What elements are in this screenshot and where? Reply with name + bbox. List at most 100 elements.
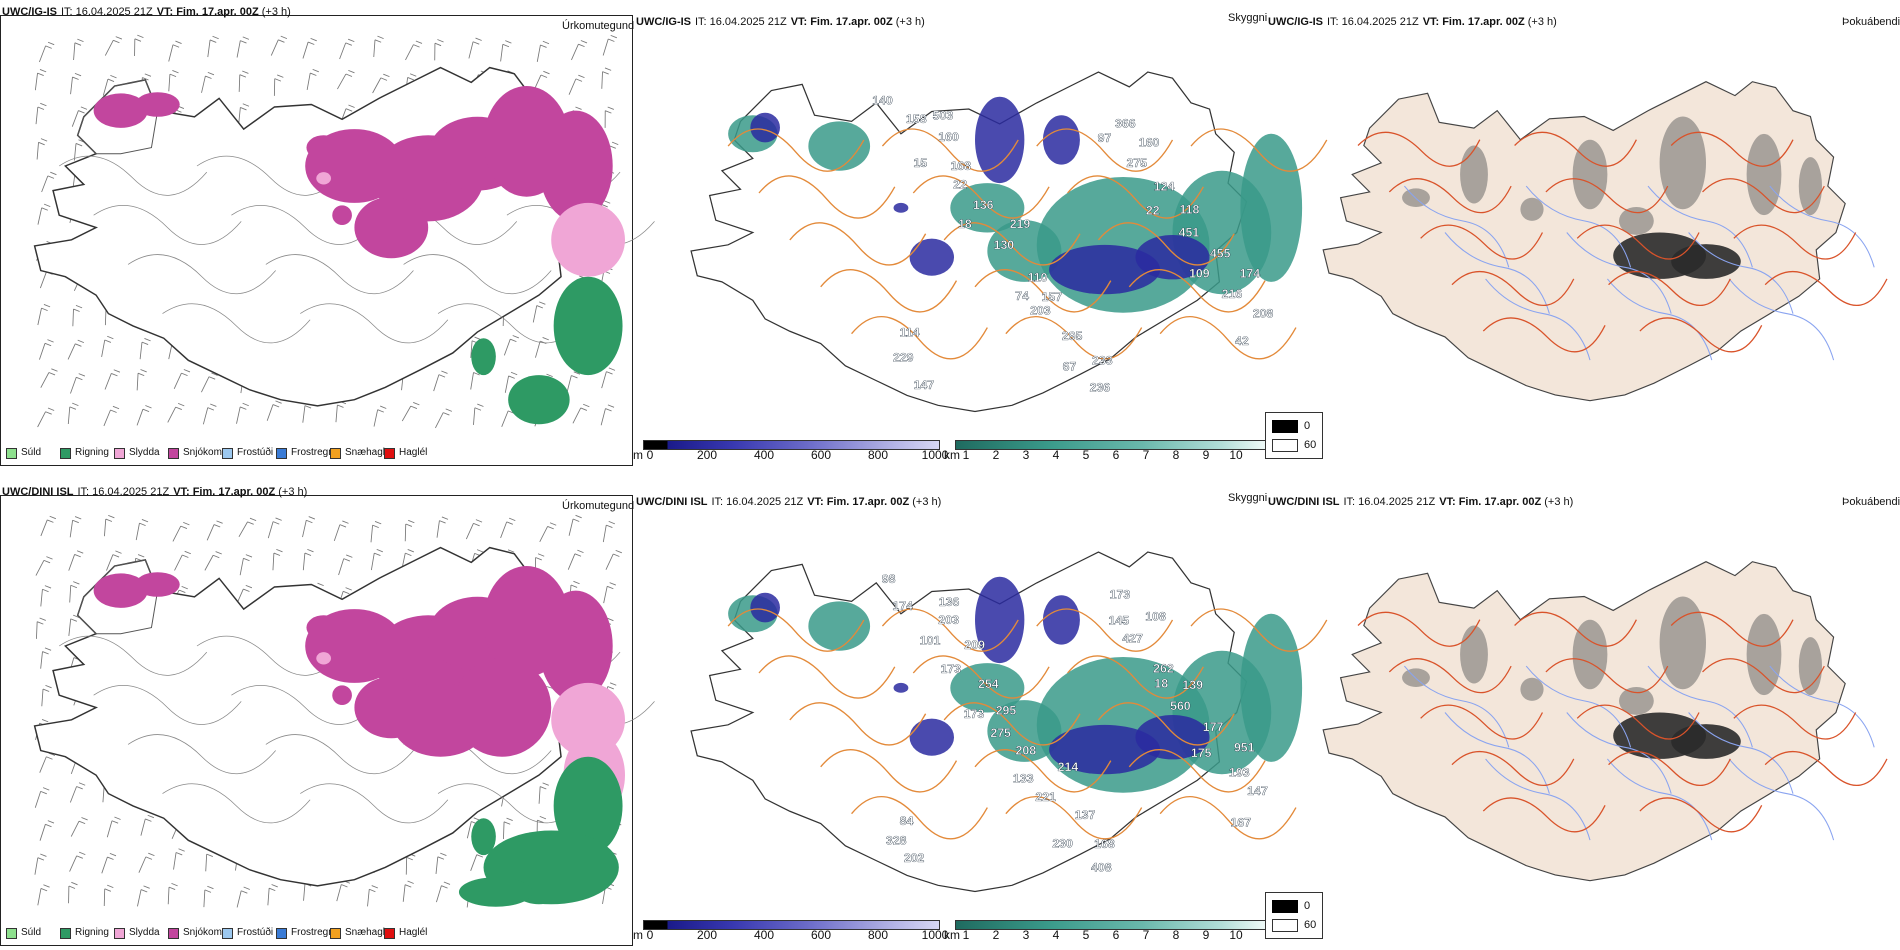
wind-barb xyxy=(37,407,55,428)
sleet-area xyxy=(316,172,332,185)
contour-line xyxy=(300,783,449,824)
ceiling-value-label: 145 xyxy=(1109,613,1130,627)
precip-panel-title: UWC/DINI ISL IT: 16.04.2025 21Z VT: Fim. 17.… xyxy=(2,486,307,498)
ceiling-panel-label: Skyggni xyxy=(1228,492,1268,504)
visibility-tick: 5 xyxy=(1082,928,1090,942)
road-line xyxy=(820,749,958,793)
fog-map xyxy=(1322,81,1888,402)
river-line xyxy=(1566,232,1672,314)
road-line xyxy=(943,222,1081,266)
model-name: UWC/DINI ISL xyxy=(2,486,74,498)
ceiling-value-label: 951 xyxy=(1234,741,1255,755)
fog-panel-label: Þokuábendi xyxy=(1842,496,1900,508)
legend-swatch xyxy=(330,448,341,459)
legend-label: Snæhagl xyxy=(345,927,386,938)
wind-barb xyxy=(402,880,414,902)
ceiling-value-label: 109 xyxy=(1189,266,1210,280)
road-line xyxy=(758,655,896,699)
visibility-tick: 8 xyxy=(1172,448,1180,462)
ceiling-value-label: 216 xyxy=(1222,287,1243,301)
legend-swatch xyxy=(60,448,71,459)
wind-barb xyxy=(167,882,178,905)
wind-barb xyxy=(203,885,214,908)
road-line xyxy=(1608,751,1731,786)
wind-barb xyxy=(236,402,249,424)
river-line xyxy=(1606,278,1713,361)
fog-shading xyxy=(1402,188,1430,207)
wind-barb xyxy=(69,851,86,872)
ceiling-value-label: 42 xyxy=(1235,334,1249,348)
wind-barb xyxy=(40,515,57,537)
wind-barb xyxy=(34,853,47,875)
road-line xyxy=(727,128,865,172)
wind-barb xyxy=(106,816,121,838)
wind-barb xyxy=(204,551,222,571)
low-ceiling-area xyxy=(975,96,1025,184)
ceiling-value-label: 408 xyxy=(1091,861,1112,875)
ceiling-value-label: 503 xyxy=(933,109,954,123)
wind-barb xyxy=(35,556,53,576)
legend-swatch xyxy=(384,928,395,939)
fog-map xyxy=(1322,561,1888,882)
ceiling-value-label: 101 xyxy=(920,634,941,648)
road-line xyxy=(1451,751,1575,786)
visibility-tick: 7 xyxy=(1142,928,1150,942)
wind-barb xyxy=(40,585,52,607)
wind-barb xyxy=(37,884,50,906)
fog-shading xyxy=(1659,596,1706,690)
legend-swatch xyxy=(168,928,179,939)
river-line xyxy=(1444,232,1550,314)
ceiling-value-label: 15 xyxy=(913,156,927,170)
legend-swatch xyxy=(222,928,233,939)
legend-swatch xyxy=(276,448,287,459)
wind-barb xyxy=(333,520,349,542)
height-tick: 600 xyxy=(810,448,832,462)
legend-swatch xyxy=(6,928,17,939)
wind-barb xyxy=(306,68,319,91)
ceiling-value-label: 124 xyxy=(1154,180,1175,194)
low-visibility-area xyxy=(1240,133,1303,282)
wind-barb xyxy=(38,41,55,63)
road-line xyxy=(1005,316,1143,360)
legend-label: Frostúði xyxy=(237,927,274,938)
low-visibility-area xyxy=(808,121,871,171)
sleet-area xyxy=(551,202,625,277)
contour-line xyxy=(127,734,276,774)
road-line xyxy=(1005,796,1143,840)
road-line xyxy=(1545,658,1669,694)
road-line xyxy=(1036,128,1174,172)
legend-swatch xyxy=(60,928,71,939)
river-line xyxy=(1606,758,1713,841)
vt-value: Fim. 17.apr. 00Z xyxy=(810,16,893,28)
wind-barb xyxy=(605,549,622,570)
ceiling-value-label: 275 xyxy=(1126,156,1147,170)
ceiling-panel-title: UWC/IG-IS IT: 16.04.2025 21Z VT: Fim. 17.apr… xyxy=(636,16,925,28)
wind-barb xyxy=(134,34,144,57)
river-line xyxy=(1647,665,1753,748)
snow-area xyxy=(538,110,613,222)
visibility-tick: 3 xyxy=(1022,928,1030,942)
precip-map xyxy=(33,514,655,908)
wind-barb xyxy=(302,548,314,571)
it-label: IT: xyxy=(61,6,73,18)
iceland-outline xyxy=(1322,561,1846,882)
road-line xyxy=(1451,271,1575,306)
wind-barb xyxy=(302,37,317,59)
wind-barb xyxy=(536,40,550,62)
wind-barb xyxy=(102,74,117,96)
vt-value: Fim. 17.apr. 00Z xyxy=(192,486,276,498)
wind-barb xyxy=(136,405,152,426)
road-line xyxy=(881,128,1019,172)
legend-label: Frostregn xyxy=(291,927,334,938)
wind-barb xyxy=(69,782,86,803)
rain-area xyxy=(508,375,570,425)
snow-area xyxy=(135,572,180,597)
ceiling-value-label: 203 xyxy=(938,613,959,627)
visibility-colorbar xyxy=(955,440,1267,450)
legend-label: Snjókoma xyxy=(183,927,228,938)
fog-panel-title: UWC/IG-IS IT: 16.04.2025 21Z VT: Fim. 17.apr… xyxy=(1268,16,1557,28)
ceiling-value-label: 74 xyxy=(1015,289,1029,303)
road-line xyxy=(789,222,927,266)
lead-time: (+3 h) xyxy=(1527,16,1557,28)
ceiling-map: 98 101 173 133 230 145 18 175 167 174 173 275 221 408… xyxy=(690,551,1328,893)
